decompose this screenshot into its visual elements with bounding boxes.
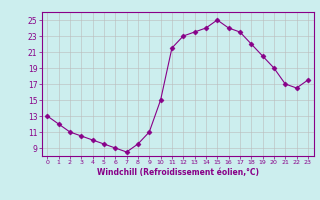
X-axis label: Windchill (Refroidissement éolien,°C): Windchill (Refroidissement éolien,°C): [97, 168, 259, 177]
